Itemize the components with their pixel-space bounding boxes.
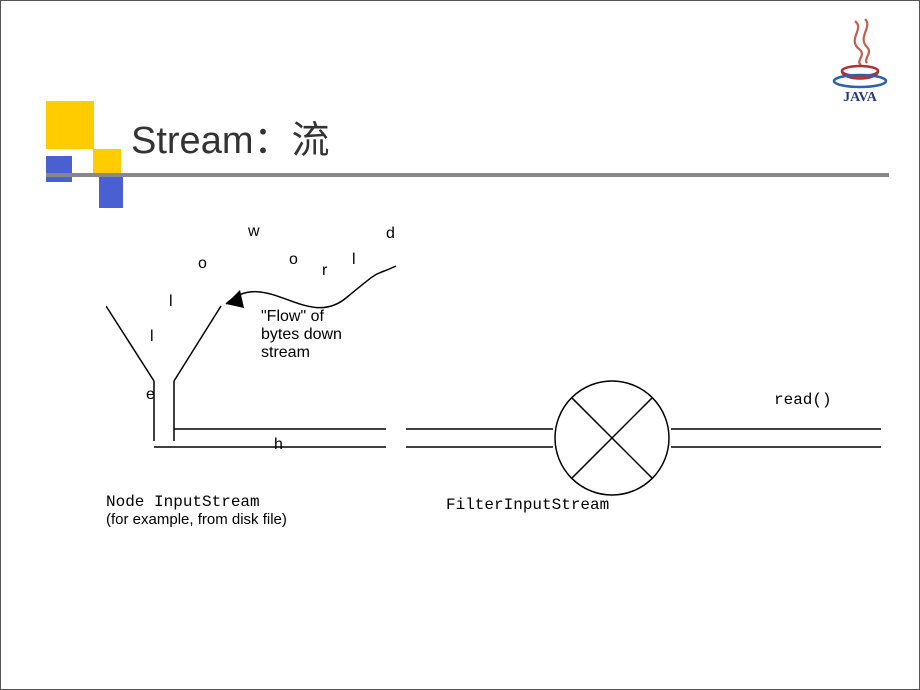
flow-letter: e	[146, 386, 155, 403]
header-blue-block-1	[46, 156, 72, 182]
flow-letter: h	[274, 436, 283, 453]
java-logo: JAVA	[825, 15, 895, 105]
header-yellow-block-1	[46, 101, 94, 149]
flow-letter: l	[352, 251, 356, 268]
flow-letter: o	[198, 255, 207, 272]
flow-letter: r	[322, 262, 328, 279]
stream-diagram: l l o w o r l d e h "Flow" ofbytes downstream Node …	[106, 226, 886, 576]
flow-label: "Flow" of	[261, 308, 324, 325]
header-blue-block-2	[99, 176, 123, 208]
filter-inputstream-label: FilterInputStream	[446, 496, 609, 514]
header-divider	[46, 173, 889, 177]
node-inputstream-label: Node InputStream	[106, 493, 260, 511]
slide: JAVA Stream：流 l l o w o r l d e h "Flow" ofbytes d…	[0, 0, 920, 690]
flow-letter: w	[247, 226, 260, 240]
flow-label: stream	[261, 344, 310, 361]
slide-title: Stream：流	[131, 109, 329, 164]
read-label: read()	[774, 391, 832, 409]
flow-letter: d	[386, 226, 395, 242]
flow-letter: l	[169, 293, 173, 310]
svg-text:JAVA: JAVA	[843, 90, 878, 105]
flow-letter: o	[289, 251, 298, 268]
node-inputstream-sublabel: (for example, from disk file)	[106, 511, 287, 528]
flow-letter: l	[150, 328, 154, 345]
flow-label: bytes down	[261, 326, 342, 343]
